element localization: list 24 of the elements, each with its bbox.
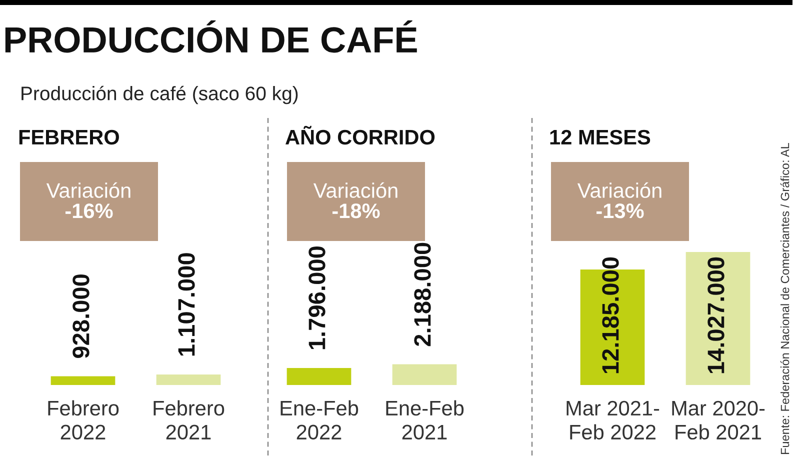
x-tick-label: Mar 2021- Feb 2022: [566, 400, 660, 440]
data-label: 2.188.000: [414, 242, 431, 346]
x-tick-label: Febrero 2022: [48, 400, 119, 440]
text: Variación: [313, 182, 398, 198]
x-tick-label: Ene-Feb 2022: [280, 400, 358, 440]
text: -16%: [65, 204, 113, 218]
data-label: 12.185.000: [602, 257, 619, 374]
text: PRODUCCIÓN DE CAFÉ: [5, 20, 417, 53]
text: Variación: [46, 182, 130, 198]
text: Producción de café (saco 60 kg): [22, 86, 298, 104]
data-label: 1.796.000: [308, 246, 326, 350]
x-tick-label: Febrero 2021: [154, 400, 224, 440]
text: -18%: [332, 204, 380, 218]
chart-title: FEBRERO: [19, 130, 119, 145]
chart-title: AÑO CORRIDO: [286, 126, 435, 145]
data-label: 928.000: [72, 274, 90, 358]
x-tick-label: Ene-Feb 2021: [386, 400, 464, 440]
chart-title: 12 MESES: [550, 130, 650, 145]
text: -13%: [596, 204, 644, 218]
text: Variación: [577, 182, 662, 198]
x-tick-label: Mar 2020- Feb 2021: [672, 400, 765, 440]
data-label: 1.107.000: [178, 253, 195, 356]
data-label: 14.027.000: [708, 257, 724, 374]
source-note: Fuente: Federación Nacional de Comerciantes / Gráfico: AL: [780, 143, 790, 454]
